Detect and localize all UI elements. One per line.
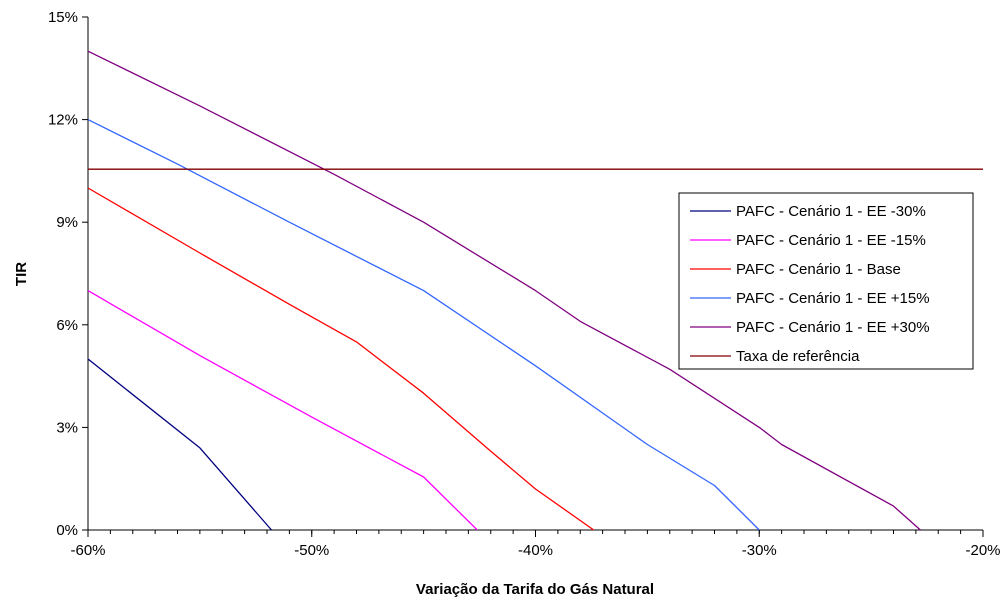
y-tick-label: 9%: [56, 214, 78, 231]
series-line-3: [87, 187, 595, 531]
x-axis-title: Variação da Tarifa do Gás Natural: [416, 581, 654, 598]
x-tick-label: -40%: [518, 542, 553, 559]
y-tick-label: 15%: [48, 9, 78, 26]
axes: -60% -50% -40% -30% -20% 0% 3% 6% 9% 12% 15%: [48, 9, 1001, 559]
x-tick-label: -30%: [742, 542, 777, 559]
y-tick-label: 3%: [56, 419, 78, 436]
legend-label-2: PAFC - Cenário 1 - EE -15%: [736, 232, 926, 249]
legend: PAFC - Cenário 1 - EE -30% PAFC - Cenário…: [678, 192, 974, 370]
legend-box: [678, 192, 974, 370]
x-tick-label: -60%: [70, 542, 105, 559]
y-tick-label: 0%: [56, 522, 78, 539]
series-layer: [87, 50, 983, 531]
series-line-4: [87, 119, 760, 531]
series-line-1: [87, 358, 272, 531]
legend-label-1: PAFC - Cenário 1 - EE -30%: [736, 203, 926, 220]
y-tick-label: 12%: [48, 112, 78, 129]
legend-label-5: PAFC - Cenário 1 - EE +30%: [736, 319, 930, 336]
y-tick-label: 6%: [56, 317, 78, 334]
series-line-5: [87, 50, 921, 531]
legend-label-3: PAFC - Cenário 1 - Base: [736, 261, 901, 278]
x-tick-label: -50%: [294, 542, 329, 559]
legend-label-4: PAFC - Cenário 1 - EE +15%: [736, 290, 930, 307]
y-axis-title: TIR: [13, 262, 30, 286]
series-line-2: [87, 290, 478, 531]
x-tick-label: -20%: [965, 542, 1000, 559]
legend-label-6: Taxa de referência: [736, 348, 860, 365]
